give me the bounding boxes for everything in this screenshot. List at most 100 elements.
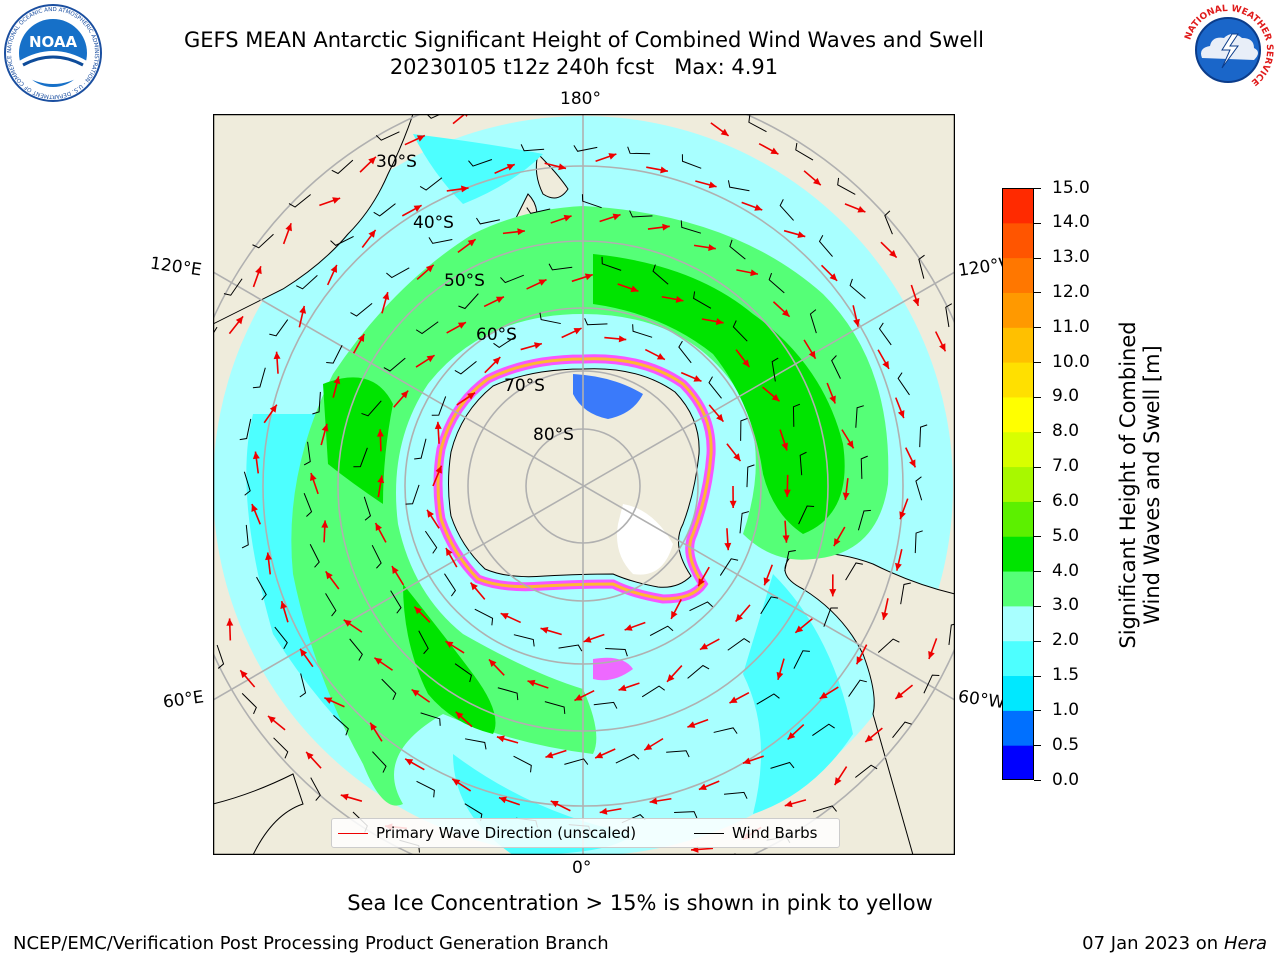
wind-barb <box>746 464 755 488</box>
colorbar-bin <box>1002 536 1034 572</box>
weddell-ice-white <box>617 504 673 575</box>
credit-text: NCEP/EMC/Verification Post Processing Pr… <box>13 933 609 954</box>
colorbar-tick-mark <box>1034 362 1041 364</box>
colorbar-label-line1: Significant Height of Combined <box>1116 321 1140 649</box>
wave-arrow-head <box>382 292 390 300</box>
wind-barb <box>897 372 910 396</box>
wave-arrow-head <box>268 715 276 724</box>
wave-arrow-head <box>457 322 466 329</box>
wind-barb <box>241 692 257 715</box>
wave-arrow-head <box>285 223 292 232</box>
wind-barb <box>719 558 739 576</box>
wind-barb <box>309 544 320 568</box>
wind-barb <box>418 630 429 655</box>
wind-barb <box>223 278 243 296</box>
ross-sea-low <box>573 374 643 419</box>
lon-label-60e: 60°E <box>161 687 206 713</box>
wind-barb <box>818 235 833 257</box>
colorbar-bin <box>1002 710 1034 746</box>
colorbar-tick-mark <box>1034 501 1041 503</box>
wave-arrow-head <box>240 670 248 679</box>
wave-arrow-head <box>533 342 542 349</box>
wind-barb <box>431 396 447 416</box>
wave-arrow-head <box>527 679 536 687</box>
colorbar-tick-label: 2.0 <box>1052 630 1080 651</box>
wind-barb <box>680 220 702 234</box>
wave-arrow-head <box>467 392 476 400</box>
colorbar-bin <box>1002 292 1034 328</box>
colorbar-tick-mark <box>1034 710 1041 712</box>
wind-barb <box>849 278 866 299</box>
wave-arrow-head <box>563 214 572 222</box>
wave-arrow-head <box>675 296 684 303</box>
wave-arrow-head <box>583 636 592 643</box>
wave-arrow-head <box>750 269 758 277</box>
wind-barb <box>416 780 435 798</box>
wind-barb <box>497 687 519 701</box>
colorbar-tick-mark <box>1034 396 1041 398</box>
wave-arrow-head <box>846 440 854 449</box>
wind-barb <box>493 335 517 348</box>
wind-barb <box>424 530 438 554</box>
wave-arrow-head <box>321 520 329 528</box>
wave-arrow-head <box>783 489 791 497</box>
colorbar-bin <box>1002 396 1034 433</box>
wind-barb <box>615 753 640 764</box>
wind-barb <box>605 647 628 657</box>
wave-band-4-5m-south <box>403 584 496 734</box>
wind-barb <box>892 721 912 739</box>
wind-barb <box>923 674 940 694</box>
wind-barb <box>252 233 274 249</box>
colorbar-tick-mark <box>1034 605 1041 607</box>
wind-barb <box>558 644 583 652</box>
colorbar-tick-label: 4.0 <box>1052 560 1080 581</box>
wave-arrow-head <box>808 350 816 359</box>
wind-barb <box>857 509 871 531</box>
colorbar-tick-mark <box>1034 536 1041 538</box>
colorbar-bin <box>1002 605 1034 642</box>
nws-logo: NATIONAL WEATHER SERVICE <box>1182 4 1274 96</box>
wind-barb <box>649 625 674 637</box>
wave-arrow-head <box>671 610 678 619</box>
colorbar-tick-label: 1.5 <box>1052 665 1080 686</box>
colorbar-tick-label: 10.0 <box>1052 351 1090 372</box>
wave-arrow-head <box>496 735 505 743</box>
polar-map <box>213 114 955 855</box>
wind-barb <box>273 737 289 759</box>
wave-arrow-head <box>226 618 234 626</box>
wave-arrow-head <box>742 757 751 765</box>
wave-arrow-head <box>612 213 621 221</box>
wind-barb <box>350 303 373 317</box>
wind-barb <box>740 417 748 441</box>
wave-arrow-head <box>667 674 675 682</box>
wind-barb <box>544 701 566 715</box>
wind-barb <box>918 254 925 279</box>
wind-barb <box>823 607 838 627</box>
wave-arrow-head <box>452 778 461 786</box>
wind-barb <box>770 761 795 769</box>
colorbar-tick-label: 11.0 <box>1052 316 1090 337</box>
wave-arrow-head <box>434 421 442 430</box>
wave-arrow-head <box>235 316 244 325</box>
wind-barb <box>713 727 738 734</box>
wave-arrow-head <box>656 353 665 360</box>
wind-barb <box>428 237 453 244</box>
wind-barb <box>593 701 618 709</box>
date-text: 07 Jan 2023 on Hera <box>1082 933 1267 954</box>
wind-barb <box>878 322 892 346</box>
wind-barb <box>584 318 608 326</box>
wave-arrow-head <box>538 279 547 286</box>
wind-barb <box>353 447 368 468</box>
wind-barb <box>296 275 318 290</box>
wave-arrow-head <box>781 442 789 451</box>
wind-barb <box>361 400 382 417</box>
wind-barb <box>414 438 427 460</box>
wave-arrow-head <box>375 523 383 532</box>
colorbar-tick-label: 12.0 <box>1052 281 1090 302</box>
colorbar-tick-mark <box>1034 745 1041 747</box>
wave-arrow-head <box>506 164 515 171</box>
wind-barb <box>331 159 354 175</box>
wave-arrow-head <box>310 473 317 481</box>
wind-barb <box>900 582 911 605</box>
wave-arrow-head <box>895 691 904 699</box>
